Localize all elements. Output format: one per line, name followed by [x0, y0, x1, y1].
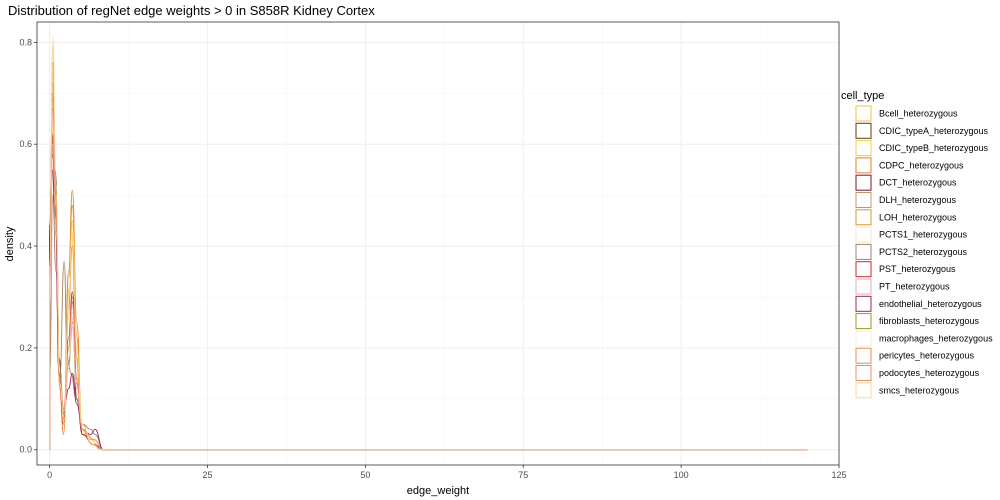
legend-item: PT_heterozygous [855, 278, 950, 295]
legend-item: smcs_heterozygous [855, 382, 960, 399]
legend-key [855, 226, 872, 243]
legend-title: cell_type [841, 90, 884, 102]
panel-background [37, 22, 839, 465]
legend-label: endothelial_heterozygous [879, 299, 982, 309]
legend-item: CDIC_typeA_heterozygous [855, 122, 989, 139]
legend-label: DLH_heterozygous [879, 195, 957, 205]
y-axis-title: density [4, 226, 16, 261]
legend-key [855, 278, 872, 295]
legend-label: fibroblasts_heterozygous [879, 316, 980, 326]
legend-item: PCTS2_heterozygous [855, 243, 968, 260]
legend-label: CDPC_heterozygous [879, 160, 964, 170]
legend-label: Bcell_heterozygous [879, 109, 958, 119]
legend-item: LOH_heterozygous [855, 209, 957, 226]
legend-item: DLH_heterozygous [855, 192, 957, 208]
axes: 0 25 50 75 100 125 0.0 0.2 0.4 0.6 0.8 [19, 37, 846, 480]
legend-item: macrophages_heterozygous [855, 330, 993, 347]
series-layer [49, 36, 808, 451]
legend-key [855, 243, 872, 260]
legend-item: endothelial_heterozygous [855, 295, 982, 312]
x-tick-label: 100 [674, 470, 689, 480]
legend-key [855, 295, 872, 312]
y-tick-label: 0.8 [19, 37, 32, 47]
chart-title: Distribution of regNet edge weights > 0 … [8, 3, 375, 18]
x-tick-label: 25 [202, 470, 212, 480]
legend-key [855, 382, 872, 399]
legend-item: CDIC_typeB_heterozygous [855, 140, 989, 157]
legend-key [855, 105, 872, 122]
panel-border [36, 21, 840, 466]
legend-item: pericytes_heterozygous [855, 347, 975, 364]
legend-item: DCT_heterozygous [855, 174, 957, 191]
series-curve-17 [49, 36, 808, 451]
legend-key [855, 140, 872, 157]
y-tick-label: 0.2 [19, 343, 32, 353]
legend: Bcell_heterozygous CDIC_typeA_heterozygou… [855, 105, 993, 399]
legend-key [855, 365, 872, 381]
legend-key [855, 347, 872, 364]
legend-label: DCT_heterozygous [879, 178, 957, 188]
legend-key [855, 261, 872, 278]
plot-panel [37, 22, 839, 465]
legend-label: CDIC_typeA_heterozygous [879, 126, 989, 136]
legend-key [855, 122, 872, 139]
legend-key [855, 209, 872, 226]
y-tick-label: 0.0 [19, 445, 32, 455]
y-tick-label: 0.4 [19, 241, 32, 251]
legend-key [855, 313, 872, 330]
legend-key [855, 192, 872, 208]
y-tick-label: 0.6 [19, 139, 32, 149]
legend-item: PCTS1_heterozygous [855, 226, 968, 243]
legend-item: PST_heterozygous [855, 261, 956, 278]
legend-item: Bcell_heterozygous [855, 105, 958, 122]
legend-key [855, 174, 872, 191]
legend-item: CDPC_heterozygous [855, 157, 964, 174]
legend-label: PCTS2_heterozygous [879, 247, 968, 257]
legend-key [855, 330, 872, 347]
legend-label: macrophages_heterozygous [879, 333, 993, 343]
x-tick-label: 125 [831, 470, 846, 480]
legend-label: pericytes_heterozygous [879, 351, 975, 361]
legend-label: CDIC_typeB_heterozygous [879, 143, 989, 153]
legend-label: LOH_heterozygous [879, 212, 957, 222]
legend-label: podocytes_heterozygous [879, 368, 980, 378]
legend-label: PCTS1_heterozygous [879, 230, 968, 240]
legend-label: smcs_heterozygous [879, 385, 960, 395]
legend-label: PST_heterozygous [879, 264, 956, 274]
legend-item: fibroblasts_heterozygous [855, 313, 980, 330]
x-tick-label: 0 [47, 470, 52, 480]
legend-item: podocytes_heterozygous [855, 365, 980, 381]
x-tick-label: 75 [518, 470, 528, 480]
legend-label: PT_heterozygous [879, 282, 950, 292]
legend-key [855, 157, 872, 174]
x-tick-label: 50 [360, 470, 370, 480]
x-axis-title: edge_weight [407, 485, 469, 497]
